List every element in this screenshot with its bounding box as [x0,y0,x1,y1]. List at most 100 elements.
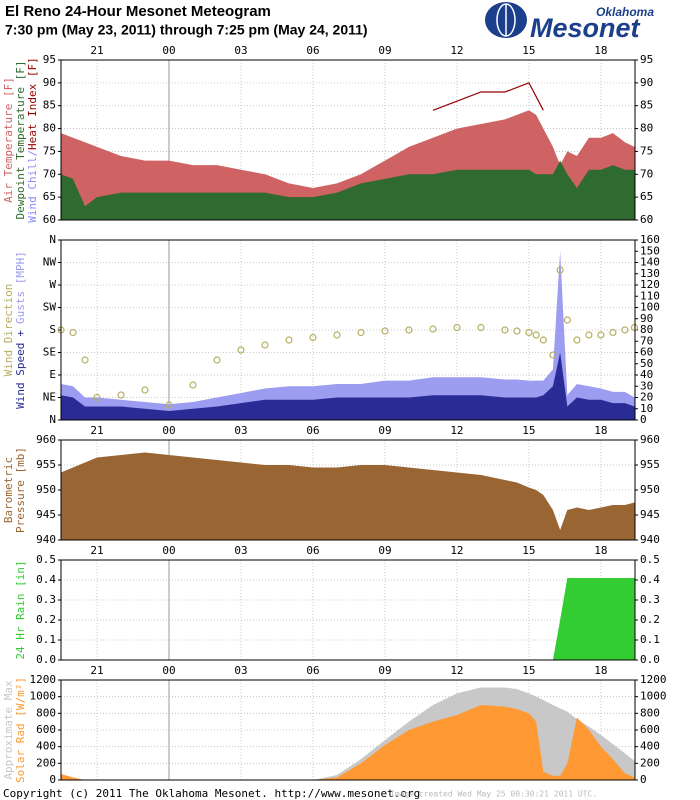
x-tick-label: 21 [90,664,103,677]
y-tick-label-right: 0.2 [640,613,660,626]
y-tick-label-right: 200 [640,756,660,769]
point [573,336,581,344]
y2-tick-label: 90 [640,312,653,325]
y-tick-label: N [49,413,56,426]
copyright: Copyright (c) 2011 The Oklahoma Mesonet.… [3,787,420,800]
title: El Reno 24-Hour Mesonet Meteogram [5,3,271,20]
created-note: Image created Wed May 25 00:30:21 2011 U… [390,790,597,799]
axis-label: Pressure [mb] [14,447,27,533]
point [539,336,547,344]
x-tick-label: 00 [162,424,175,437]
y-tick-label: 80 [43,122,56,135]
point [585,331,593,339]
x-tick-label: 15 [522,544,535,557]
y-tick-label-right: 940 [640,533,660,546]
point [477,323,485,332]
x-tick-label: 09 [378,424,391,437]
y-tick-label: SW [43,301,57,314]
axis-label-part: Wind Speed [14,343,27,409]
y-tick-label: 75 [43,144,56,157]
y2-tick-label: 60 [640,346,653,359]
panel: 60 60 65 65 70 70 75 75 80 80 85 85 90 90 95 95 21 00 03 06… [2,44,653,226]
point [261,341,269,349]
logo: Oklahoma Mesonet [485,2,654,43]
x-tick-label: 12 [450,544,463,557]
x-tick-label: 03 [234,44,247,57]
x-tick-label: 18 [594,544,607,557]
y-tick-label-right: 0 [640,773,647,786]
point [309,333,317,342]
y-tick-label: 0.3 [36,593,56,606]
point [609,328,617,337]
y2-tick-label: 40 [640,368,653,381]
axis-label-part: Barometric [2,457,15,523]
axis-label-part: Wind Direction [2,284,15,377]
y2-tick-label: 140 [640,256,660,269]
y-tick-label: S [49,323,56,336]
y2-tick-label: 20 [640,391,653,404]
y-tick-label-right: 0.0 [640,653,660,666]
y-tick-label-right: 70 [640,167,653,180]
panel: 0.0 0.0 0.1 0.1 0.2 0.2 0.3 0.3 0.4 0.4 0.5 0.5 21 00… [14,553,660,677]
y-tick-label: 0.4 [36,573,56,586]
panel: NNEESESSWWNWN010203040506070809010011012… [2,233,660,437]
x-tick-label: 18 [594,424,607,437]
point [621,326,629,334]
axis-label: 24 Hr Rain [in] [14,560,27,659]
axis-label: Air Temperature [F] [2,77,15,203]
y-tick-label-right: 75 [640,144,653,157]
y2-tick-label: 160 [640,233,660,246]
y2-tick-label: 70 [640,334,653,347]
point [117,391,125,399]
point [549,351,557,359]
point [333,331,341,339]
y2-tick-label: 130 [640,267,660,280]
point [93,393,101,402]
x-tick-label: 21 [90,424,103,437]
axis-label-part: Dewpoint Temperature [F] [14,61,27,220]
y-tick-label-right: 800 [640,706,660,719]
plot-frame [60,439,636,541]
y2-tick-label: 100 [640,301,660,314]
panel: 940 940 945 945 950 950 955 955 960 960 21 00 03 06 09… [2,433,660,557]
axis-label-part: Air Temperature [F] [2,77,15,203]
point [556,266,564,274]
y2-tick-label: 110 [640,289,660,302]
axis-label: Solar Rad [W/m²] [14,677,27,783]
x-tick-label: 09 [378,44,391,57]
area [61,687,635,780]
point [381,327,389,335]
x-tick-label: 12 [450,664,463,677]
x-tick-label: 18 [594,44,607,57]
y-tick-label: N [49,233,56,246]
y-tick-label-right: 85 [640,99,653,112]
y-tick-label-right: 1200 [640,673,667,686]
y-tick-label: 70 [43,167,56,180]
point [213,356,221,364]
axis-label: Dewpoint Temperature [F] [14,61,27,220]
y-tick-label-right: 80 [640,122,653,135]
x-tick-label: 18 [594,664,607,677]
point [141,386,149,394]
y-tick-label: 0.2 [36,613,56,626]
point [525,328,533,337]
axis-label: Approximate Max [2,680,15,780]
x-tick-label: 00 [162,44,175,57]
point [357,328,365,337]
point [237,346,245,354]
line [432,82,544,111]
y-tick-label-right: 600 [640,723,660,736]
axis-label: Wind Speed + Gusts [MPH] [14,251,27,409]
axis-label-part: Gusts [MPH] [14,251,27,324]
y-tick-label: 940 [36,533,56,546]
plot-frame [60,679,636,781]
y-tick-label: 65 [43,190,56,203]
y2-tick-label: 80 [640,323,653,336]
logo-bottom: Mesonet [530,13,641,43]
y-tick-label: 0.5 [36,553,56,566]
area [61,705,635,780]
y-tick-label: 600 [36,723,56,736]
area [61,578,635,660]
y-tick-label-right: 95 [640,53,653,66]
